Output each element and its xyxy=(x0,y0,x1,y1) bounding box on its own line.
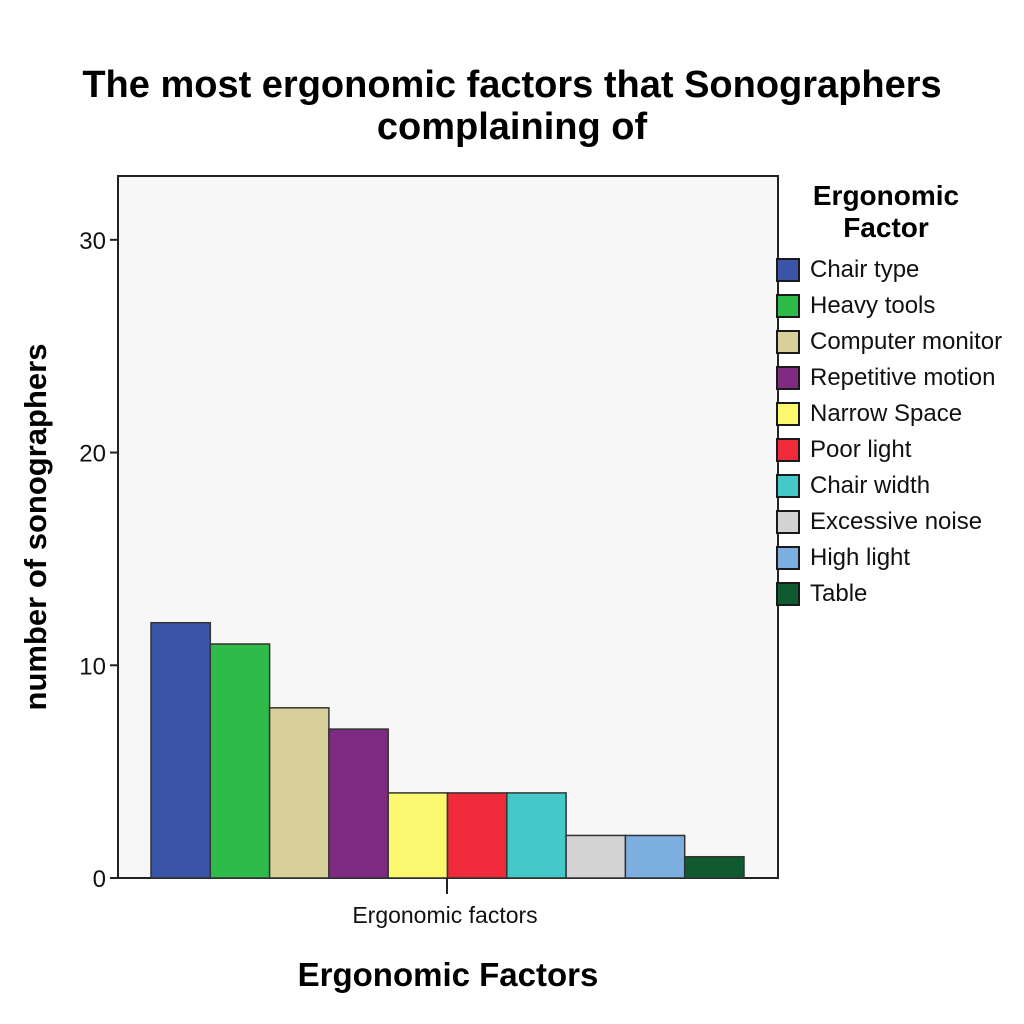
legend-title-line-2: Factor xyxy=(843,212,929,243)
bar-table xyxy=(683,855,745,879)
x-tick-label: Ergonomic factors xyxy=(352,902,537,928)
legend-item-repetitive-motion: Repetitive motion xyxy=(776,360,1024,396)
legend-label: Heavy tools xyxy=(810,292,936,319)
bar-narrow-space xyxy=(387,792,449,879)
legend-swatch xyxy=(776,474,800,498)
legend-label: Narrow Space xyxy=(810,400,963,427)
bar-repetitive-motion xyxy=(328,728,389,879)
y-tick-label: 10 xyxy=(79,653,106,680)
y-tick-label: 30 xyxy=(79,228,106,255)
legend-title-line-1: Ergonomic xyxy=(812,180,960,211)
legend-swatch xyxy=(776,330,800,354)
legend-swatch xyxy=(776,582,800,606)
x-axis-label: Ergonomic Factors xyxy=(297,956,599,993)
bar-computer-monitor xyxy=(268,707,330,879)
axes-group: 0 10 20 30 Ergonomic factors xyxy=(79,228,537,928)
legend-swatch xyxy=(776,438,800,462)
legend-item-high-light: High light xyxy=(776,540,1024,576)
legend-swatch xyxy=(776,546,800,570)
legend-label: Table xyxy=(810,580,868,607)
legend: Ergonomic Factor Chair type Heavy tools Co… xyxy=(776,180,1024,612)
bar-chair-type xyxy=(150,621,212,879)
bar-high-light xyxy=(624,834,686,879)
y-tick-label: 20 xyxy=(79,441,106,468)
bar-poor-light xyxy=(446,792,508,879)
legend-label: Excessive noise xyxy=(810,508,983,535)
legend-swatch xyxy=(776,510,800,534)
legend-swatch xyxy=(776,402,800,426)
legend-label: High light xyxy=(810,544,911,571)
legend-item-narrow-space: Narrow Space xyxy=(776,396,1024,432)
bar-excessive-noise xyxy=(565,834,627,879)
legend-item-excessive-noise: Excessive noise xyxy=(776,504,1024,540)
legend-swatch xyxy=(776,258,800,282)
bar-heavy-tools xyxy=(209,643,271,879)
chart-title-line-1: The most ergonomic factors that Sonograp… xyxy=(82,64,942,106)
legend-item-heavy-tools: Heavy tools xyxy=(776,288,1024,324)
legend-label: Poor light xyxy=(810,436,912,463)
legend-item-poor-light: Poor light xyxy=(776,432,1024,468)
legend-title: Ergonomic Factor xyxy=(776,180,996,244)
legend-swatch xyxy=(776,294,800,318)
legend-swatch xyxy=(776,366,800,390)
legend-label: Computer monitor xyxy=(810,328,1003,355)
legend-item-table: Table xyxy=(776,576,1024,612)
legend-label: Chair width xyxy=(810,472,931,499)
chart-title: The most ergonomic factors that Sonograp… xyxy=(0,64,1024,148)
legend-item-computer-monitor: Computer monitor xyxy=(776,324,1024,360)
legend-item-chair-width: Chair width xyxy=(776,468,1024,504)
bars-group xyxy=(150,621,745,879)
legend-items: Chair type Heavy tools Computer monitor Rep… xyxy=(776,252,1024,612)
chart-title-line-2: complaining of xyxy=(376,106,648,148)
legend-item-chair-type: Chair type xyxy=(776,252,1024,288)
bar-chair-width xyxy=(506,792,567,879)
legend-label: Chair type xyxy=(810,256,920,283)
y-tick-label: 0 xyxy=(93,866,106,893)
legend-label: Repetitive motion xyxy=(810,364,996,391)
